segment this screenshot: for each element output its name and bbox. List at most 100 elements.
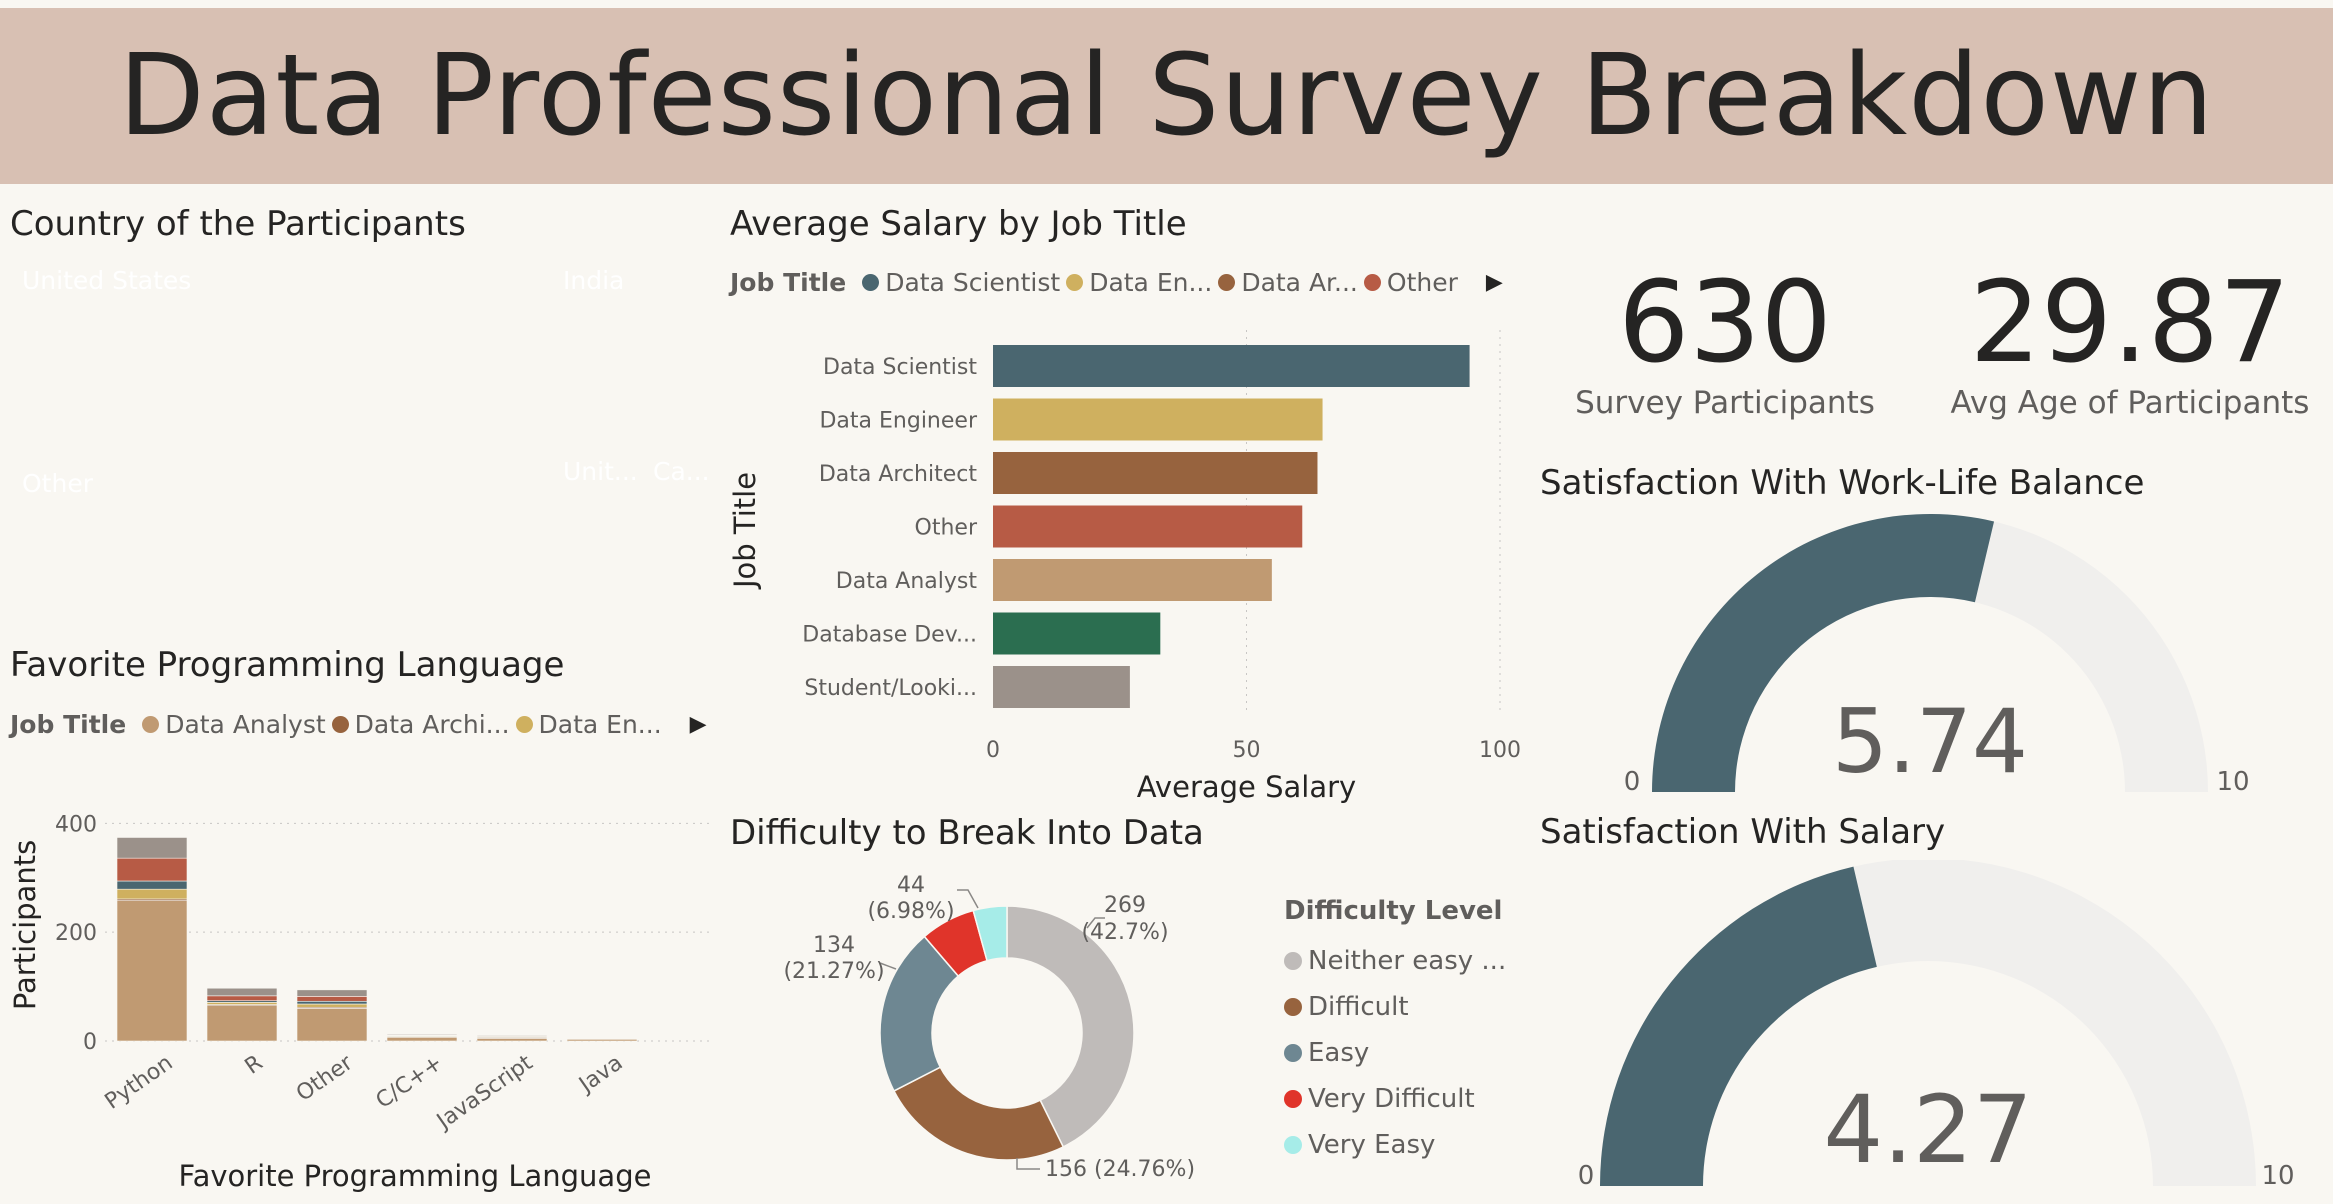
x-tick-label: 50	[1233, 738, 1261, 763]
lang-bar-segment[interactable]	[296, 996, 368, 1002]
x-tick-label: Java	[573, 1050, 627, 1098]
legend-item[interactable]: Very Easy	[1284, 1122, 1506, 1168]
donut-slice[interactable]	[1006, 905, 1135, 1148]
country-title: Country of the Participants	[10, 204, 466, 244]
salary-bar[interactable]	[993, 612, 1161, 655]
lang-title: Favorite Programming Language	[10, 645, 565, 685]
salary-bar[interactable]	[993, 345, 1470, 387]
donut-slice[interactable]	[972, 905, 1008, 962]
legend-item[interactable]: Data Archi...	[354, 710, 510, 739]
difficulty-legend: Difficulty Level Neither easy ... Diffic…	[1284, 896, 1506, 1168]
y-tick-label: Data Scientist	[823, 355, 977, 380]
legend-item[interactable]: Difficult	[1284, 984, 1506, 1030]
lang-bar-segment[interactable]	[296, 989, 368, 997]
legend-item[interactable]: Data Scientist	[885, 268, 1061, 297]
legend-next-arrow[interactable]: ▶	[1485, 270, 1503, 295]
tile-label: Unit...	[563, 457, 638, 486]
y-tick-label: 400	[55, 812, 97, 837]
tile-label: United States	[22, 266, 192, 295]
lang-bar-segment[interactable]	[476, 1035, 548, 1037]
legend-label: Easy	[1308, 1038, 1370, 1068]
lang-bar-segment[interactable]	[296, 1000, 368, 1005]
donut-data-label: 134	[813, 933, 855, 958]
salary-bar[interactable]	[993, 452, 1318, 494]
dashboard-title: Data Professional Survey Breakdown	[118, 31, 2215, 161]
salary-bar[interactable]	[993, 505, 1303, 548]
kpi-age-label: Avg Age of Participants	[1950, 385, 2310, 421]
legend-title: Job Title	[730, 268, 847, 297]
salary-chart: 0 50 100 Data Scientist Data Engineer Data Ar…	[728, 330, 1521, 804]
legend-item[interactable]: Data En...	[538, 710, 662, 739]
lang-bar-segment[interactable]	[296, 1008, 368, 1042]
country-treemap: United States India Other Unit... Ca...	[10, 256, 712, 635]
tile-other[interactable]: Other	[10, 459, 551, 635]
legend-next-arrow[interactable]: ▶	[689, 712, 707, 737]
legend-dot	[1284, 952, 1302, 970]
legend-dot	[515, 716, 533, 733]
x-axis-label: Favorite Programming Language	[179, 1159, 652, 1193]
salary-bar[interactable]	[993, 666, 1130, 708]
salary-bar[interactable]	[993, 398, 1323, 441]
tile-united-states[interactable]: United States	[10, 256, 551, 459]
legend-title: Job Title	[10, 710, 127, 739]
gauge-fill	[1652, 514, 1995, 792]
x-tick-label: Other	[292, 1050, 358, 1107]
lang-bar-segment[interactable]	[206, 1005, 278, 1042]
legend-item[interactable]: Other	[1386, 268, 1458, 297]
lang-bar-segment[interactable]	[206, 995, 278, 1002]
lang-bar-segment[interactable]	[116, 837, 188, 859]
legend-label: Neither easy ...	[1308, 946, 1507, 976]
gauge-min-label: 0	[1624, 767, 1641, 797]
tile-canada[interactable]: Ca...	[641, 447, 712, 635]
x-tick-label: JavaScript	[431, 1050, 538, 1135]
kpi-participants-value: 630	[1618, 258, 1832, 388]
salary-bar[interactable]	[993, 559, 1272, 601]
tile-label: Ca...	[653, 457, 710, 486]
legend-dot	[862, 274, 880, 291]
lang-bar-segment[interactable]	[296, 1003, 368, 1008]
legend-dot	[1218, 274, 1236, 291]
legend-dot	[1284, 1090, 1302, 1108]
difficulty-title: Difficulty to Break Into Data	[730, 813, 1204, 853]
legend-dot	[1284, 998, 1302, 1016]
legend-title: Difficulty Level	[1284, 896, 1503, 926]
tile-label: Other	[22, 469, 93, 498]
lang-bar-segment[interactable]	[116, 900, 188, 1042]
x-tick-label: 100	[1479, 738, 1521, 763]
legend-dot	[1284, 1044, 1302, 1062]
salary-legend: Job Title Data Scientist Data En... Data…	[730, 268, 1503, 297]
lang-bar-segment[interactable]	[386, 1036, 458, 1042]
legend-item[interactable]: Data Analyst	[165, 710, 326, 739]
x-tick-label: Python	[101, 1050, 178, 1114]
lang-chart: 0 200 400 Python R Other C/C++JavaScript Java Fa…	[8, 812, 712, 1193]
difficulty-donut: 269(42.7%) 156 (24.76%) 134(21.27%) 44(6.98…	[783, 873, 1195, 1182]
lang-bar-segment[interactable]	[386, 1034, 458, 1036]
legend-item[interactable]: Very Difficult	[1284, 1076, 1506, 1122]
gauge-worklife-title: Satisfaction With Work-Life Balance	[1540, 463, 2145, 503]
lang-bar-segment[interactable]	[206, 987, 278, 997]
lang-bar-segment[interactable]	[116, 880, 188, 890]
legend-item[interactable]: Data Ar...	[1241, 268, 1358, 297]
lang-legend: Job Title Data Analyst Data Archi... Dat…	[10, 710, 707, 739]
lang-bar-segment[interactable]	[206, 1002, 278, 1005]
legend-dot	[1363, 274, 1381, 291]
salary-title: Average Salary by Job Title	[730, 204, 1187, 244]
y-tick-label: Student/Looki...	[804, 676, 977, 701]
y-tick-label: Data Analyst	[836, 569, 978, 594]
gauge-value: 5.74	[1832, 690, 2028, 793]
legend-item[interactable]: Data En...	[1089, 268, 1213, 297]
donut-slice[interactable]	[892, 1066, 1065, 1161]
lang-bar-segment[interactable]	[116, 857, 188, 882]
tile-united-kingdom[interactable]: Unit...	[551, 447, 641, 635]
lang-bar-segment[interactable]	[566, 1039, 638, 1042]
gauge-salary: 4.27 0 10	[1578, 860, 2295, 1191]
donut-data-label: 269	[1104, 893, 1146, 918]
donut-slice[interactable]	[879, 935, 960, 1092]
dashboard-banner: Data Professional Survey Breakdown	[0, 8, 2333, 184]
y-tick-label: Other	[915, 516, 978, 541]
lang-bar-segment[interactable]	[116, 888, 188, 900]
donut-data-label: 156 (24.76%)	[1045, 1157, 1195, 1182]
legend-item[interactable]: Easy	[1284, 1030, 1506, 1076]
legend-item[interactable]: Neither easy ...	[1284, 938, 1506, 984]
tile-india[interactable]: India	[551, 256, 712, 447]
